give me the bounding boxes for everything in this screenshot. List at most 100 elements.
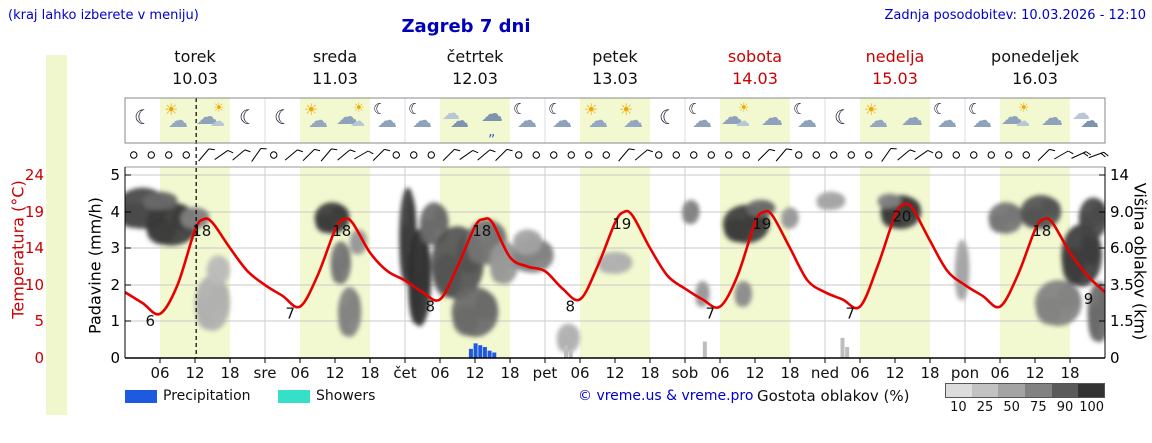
glyph: ☁ [168, 108, 188, 132]
shower-bar [845, 347, 850, 358]
moon-cloud-icon: ☾ ☁ [510, 98, 545, 143]
calm-wind-icon [410, 151, 418, 159]
day-date: 15.03 [872, 69, 918, 88]
glyph: ☁ [1080, 110, 1099, 132]
calm-wind-icon [970, 151, 978, 159]
svg-text:18: 18 [472, 222, 491, 240]
precip-tick: 1 [110, 312, 120, 330]
sun-cloud-icon: ☀ ☁ [860, 98, 895, 143]
moon-icon: ☾ [825, 98, 860, 143]
day-name: sobota [727, 47, 783, 66]
glyph: ☁ [868, 108, 888, 132]
calm-wind-icon [532, 151, 540, 159]
rain-icon: ☁ „ [475, 98, 510, 143]
calm-wind-icon [707, 151, 715, 159]
wind-barb-icon [1088, 151, 1109, 159]
day-name: nedelja [865, 47, 925, 66]
svg-text:7: 7 [285, 305, 295, 323]
glyph: ☁ [761, 106, 783, 131]
day-abbrev-label: sre [253, 364, 277, 382]
wind-barb-icon [337, 149, 356, 161]
hour-label: 06 [850, 364, 870, 382]
hour-label: 18 [640, 364, 660, 382]
copyright-link[interactable]: © vreme.us & vreme.pro [578, 388, 754, 404]
svg-text:19: 19 [752, 215, 771, 233]
km-tick: 6.0 [1110, 239, 1134, 257]
svg-text:7: 7 [845, 305, 855, 323]
wind-barb-icon [354, 150, 374, 160]
glyph: ☁ [350, 112, 365, 130]
glyph: ☁ [692, 108, 712, 132]
wind-barb-icon [495, 148, 513, 162]
cloud-density-label: Gostota oblakov (%) [757, 387, 910, 405]
day-abbrev-label: pon [950, 364, 980, 382]
precipitation-swatch [125, 390, 157, 403]
glyph: ☁ [412, 108, 432, 132]
cloud-density-scale-label: 25 [976, 400, 994, 415]
wind-barb-icon [897, 149, 916, 161]
glyph: „ [488, 124, 496, 140]
hour-label: 12 [465, 364, 485, 382]
cloud-icon: ☁ [895, 98, 930, 143]
sun-cloud-icon: ☀ ☁ [160, 98, 195, 143]
precipitation-bar [487, 350, 492, 358]
weather-icons-strip: ☾ ☀ ☁ ☀ ☁ ☁ ☾ ☾ ☀ ☁ ☀ ☁ ☁ ☾ ☁ ☾ ☁ ☁ ☁ ☁ „ ☾ ☁ ☾ ☁ ☀ ☁ ☀ ☁ ☾ ☾ ☁ ☀ ☁ ☁ ☁ ☾ ☁ ☾ ☀… [125, 98, 1105, 143]
shower-bar [702, 341, 707, 358]
calm-wind-icon [567, 151, 575, 159]
calm-wind-icon [935, 151, 943, 159]
glyph: ☁ [210, 112, 225, 130]
wind-barb-icon [284, 149, 304, 161]
precipitation-bar [478, 345, 483, 358]
calm-wind-icon [165, 151, 173, 159]
cloud-density-scale-label: 100 [1079, 400, 1105, 415]
day-header-nedelja: nedelja 15.03 [825, 46, 965, 90]
calm-wind-icon [952, 151, 960, 159]
day-name: petek [592, 47, 638, 66]
calm-wind-icon [865, 151, 873, 159]
precip-tick: 5 [110, 166, 120, 184]
cloud-sun-icon: ☀ ☁ ☁ [335, 98, 370, 143]
km-tick: 14 [1110, 166, 1130, 184]
calm-wind-icon [130, 151, 138, 159]
hour-label: 12 [745, 364, 765, 382]
hour-label: 12 [325, 364, 345, 382]
moon-cloud-icon: ☾ ☁ [685, 98, 720, 143]
calm-wind-icon [550, 151, 558, 159]
calm-wind-icon [182, 151, 190, 159]
day-date: 11.03 [312, 69, 358, 88]
day-date: 13.03 [592, 69, 638, 88]
shower-bar [840, 337, 845, 358]
svg-text:8: 8 [425, 297, 435, 315]
moon-icon: ☾ [650, 98, 685, 143]
hour-label: 06 [290, 364, 310, 382]
wind-barbs-row [130, 147, 1109, 162]
day-abbrev-label: pet [532, 364, 558, 382]
calm-wind-icon [602, 151, 610, 159]
svg-text:20: 20 [892, 208, 911, 226]
glyph: ☁ [1015, 112, 1030, 130]
showers-swatch [278, 390, 310, 403]
svg-text:8: 8 [565, 297, 575, 315]
moon-cloud-icon: ☾ ☁ [965, 98, 1000, 143]
clouds-icon: ☁ ☁ [1070, 98, 1105, 143]
wind-barb-icon [251, 147, 267, 162]
temp-tick: 19 [24, 203, 44, 221]
calm-wind-icon [690, 151, 698, 159]
hour-label: 18 [920, 364, 940, 382]
day-name: torek [174, 47, 216, 66]
glyph: ☾ [134, 105, 152, 129]
svg-text:18: 18 [192, 222, 211, 240]
hour-label: 06 [430, 364, 450, 382]
precipitation-bar [468, 348, 473, 358]
clouds-icon: ☁ ☁ [440, 98, 475, 143]
glyph: ☁ [588, 108, 608, 132]
svg-text:19: 19 [612, 215, 631, 233]
cloud-density-scale-label: 10 [950, 400, 967, 415]
cloud-sun-icon: ☀ ☁ ☁ [195, 98, 230, 143]
glyph: ☁ [1041, 106, 1063, 131]
moon-icon: ☾ [230, 98, 265, 143]
calm-wind-icon [725, 151, 733, 159]
calm-wind-icon [585, 151, 593, 159]
glyph: ☁ [797, 108, 817, 132]
